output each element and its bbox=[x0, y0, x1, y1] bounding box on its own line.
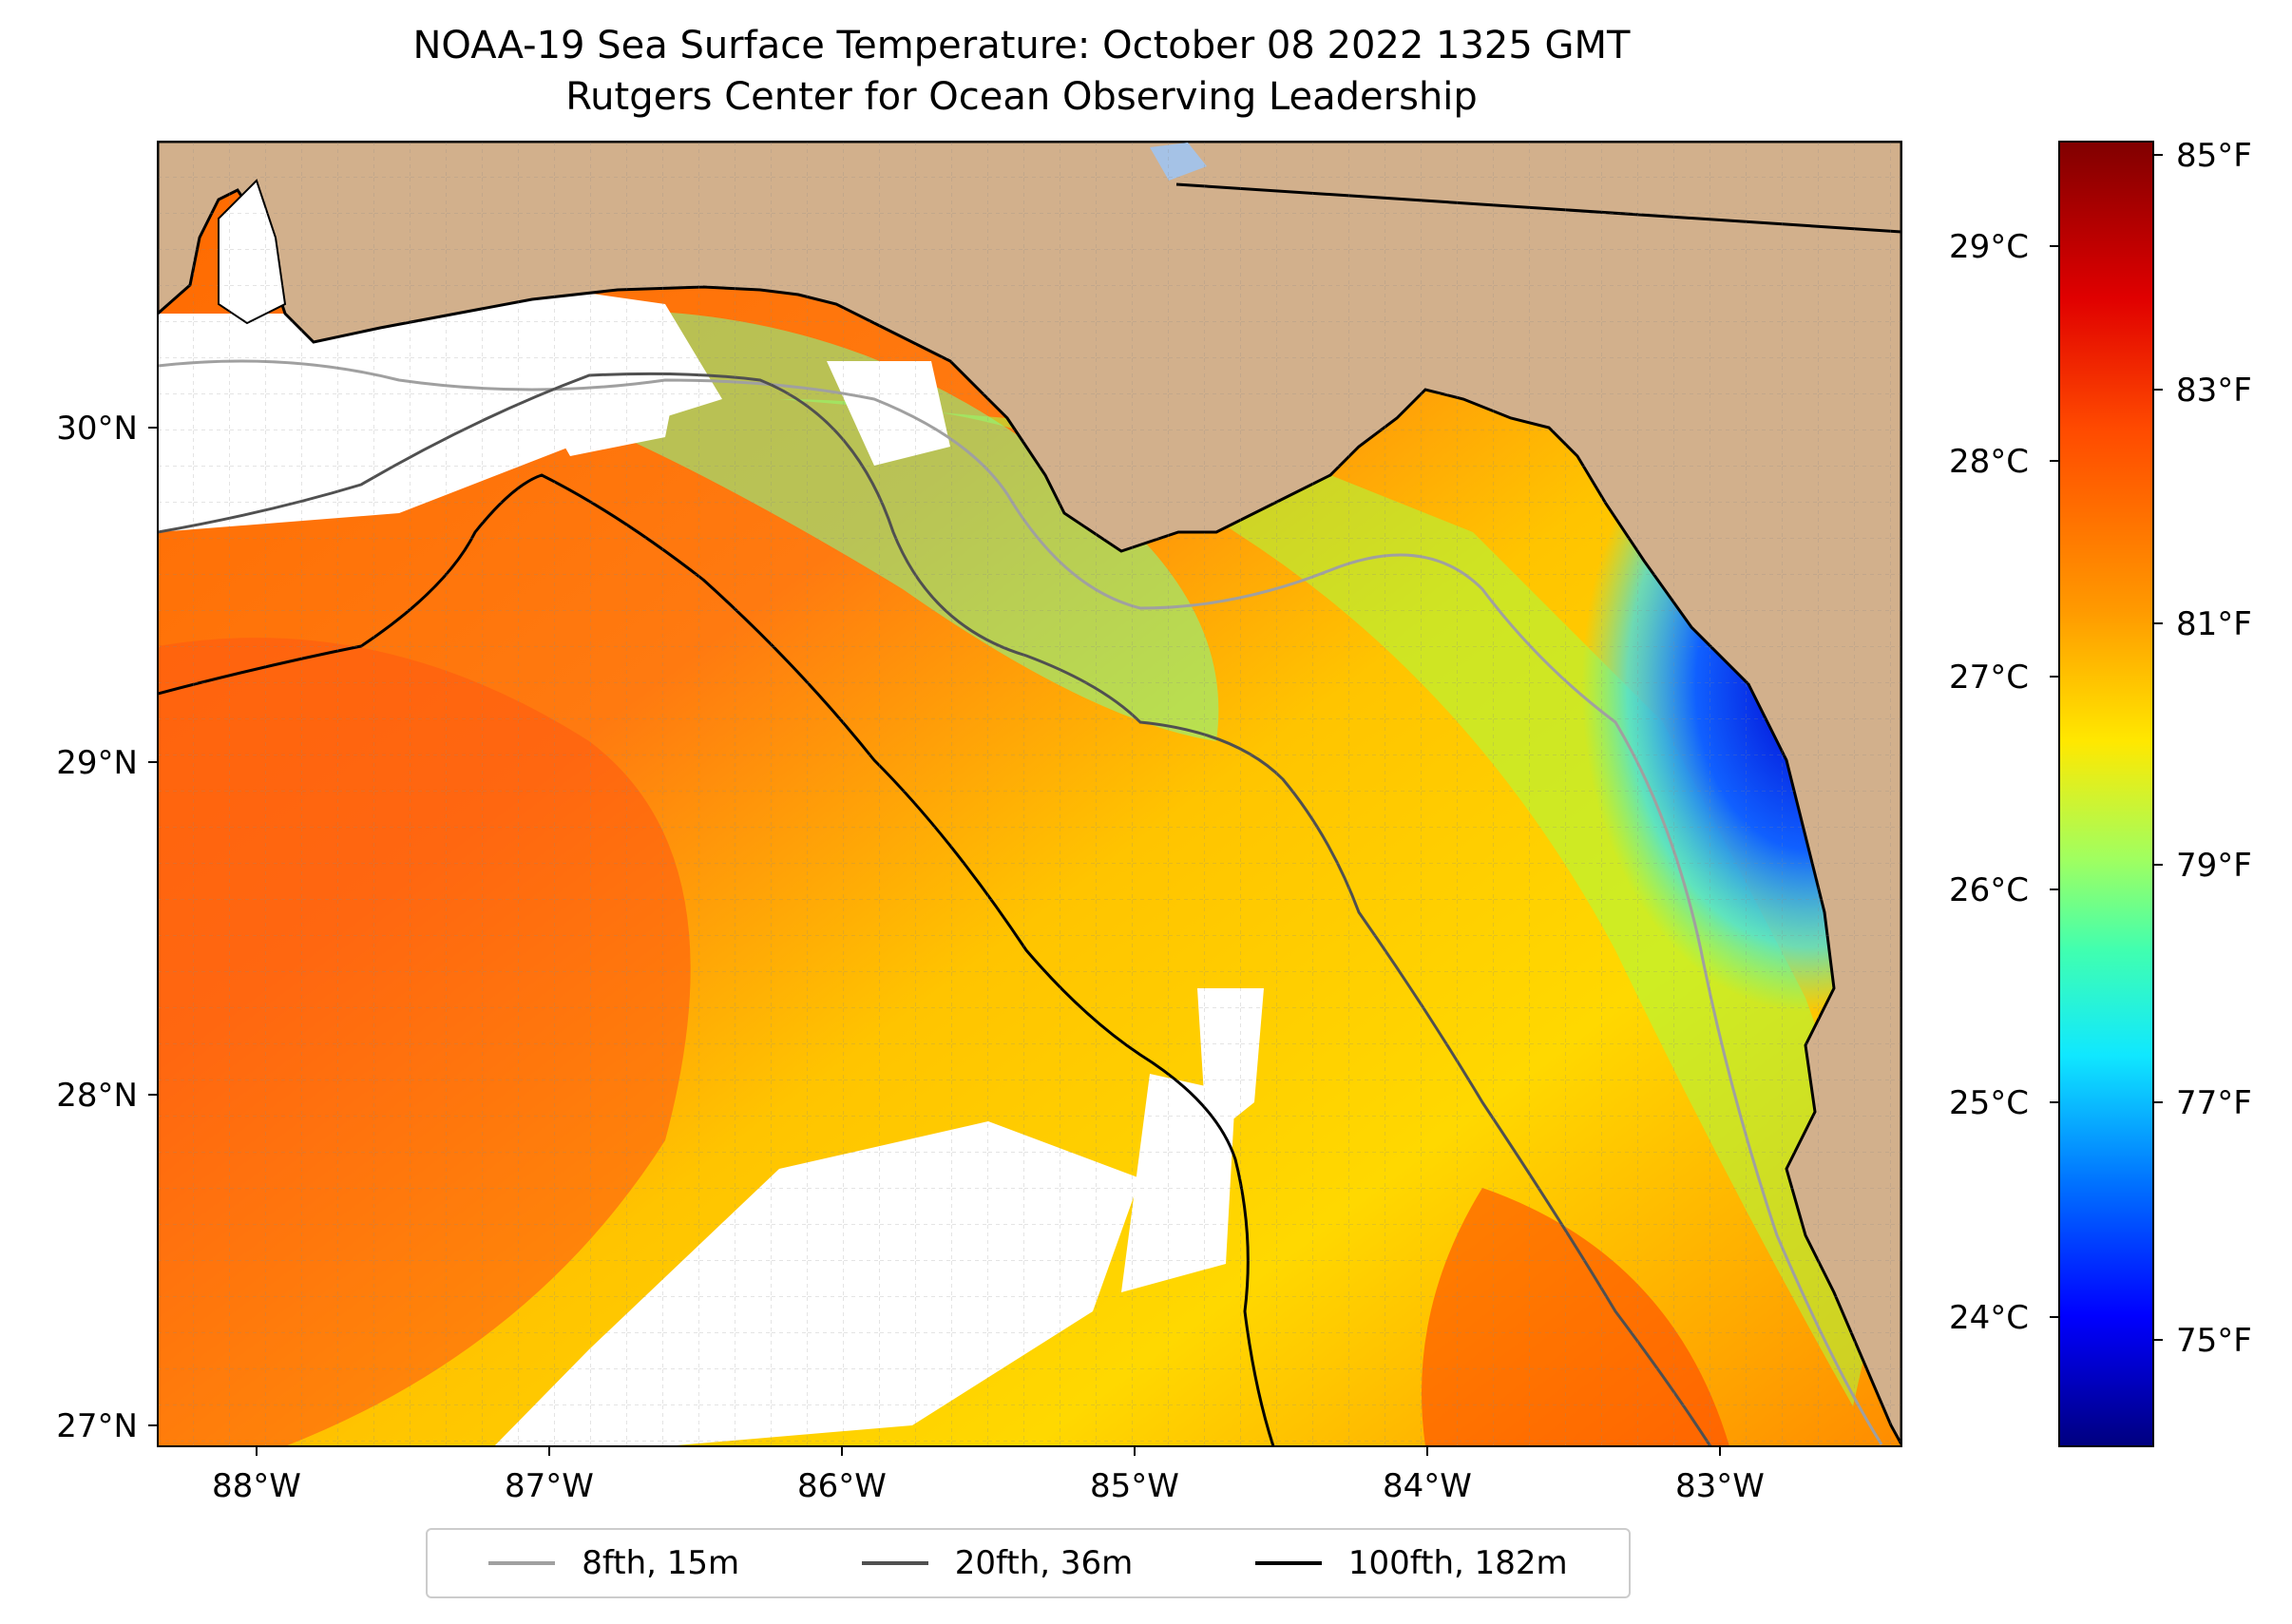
legend-swatch bbox=[488, 1561, 556, 1565]
legend-item-20fth: 20fth, 36m bbox=[861, 1544, 1134, 1582]
map-frame bbox=[157, 141, 1902, 1447]
colorbar-gradient bbox=[2058, 141, 2154, 1447]
lon-tick-label: 86°W bbox=[797, 1467, 887, 1505]
map-subtitle: Rutgers Center for Ocean Observing Leade… bbox=[565, 75, 1478, 119]
lon-tick-label: 88°W bbox=[212, 1467, 301, 1505]
celsius-tick-label: 24°C bbox=[1949, 1299, 2029, 1337]
legend-label: 20fth, 36m bbox=[954, 1544, 1134, 1582]
map-title: NOAA-19 Sea Surface Temperature: October… bbox=[412, 24, 1631, 67]
celsius-tick-label: 28°C bbox=[1949, 443, 2029, 481]
lat-tick-label: 30°N bbox=[56, 410, 138, 448]
legend-swatch bbox=[1254, 1561, 1322, 1565]
celsius-tick-label: 25°C bbox=[1949, 1084, 2029, 1122]
lat-tick-label: 27°N bbox=[56, 1407, 138, 1445]
graticule bbox=[158, 142, 1901, 1446]
lat-axis: 30°N 29°N 28°N 27°N bbox=[56, 410, 158, 1445]
fahrenheit-tick-label: 75°F bbox=[2176, 1322, 2252, 1360]
legend-label: 8fth, 15m bbox=[582, 1544, 740, 1582]
lon-tick-label: 84°W bbox=[1383, 1467, 1472, 1505]
celsius-tick-label: 27°C bbox=[1949, 659, 2029, 697]
lat-tick-label: 28°N bbox=[56, 1077, 138, 1115]
lon-tick-label: 87°W bbox=[505, 1467, 594, 1505]
lat-tick-label: 29°N bbox=[56, 744, 138, 782]
fahrenheit-tick-label: 85°F bbox=[2176, 137, 2252, 175]
legend-swatch bbox=[861, 1561, 928, 1565]
contour-legend: 8fth, 15m 20fth, 36m 100fth, 182m bbox=[426, 1528, 1631, 1598]
fahrenheit-tick-label: 77°F bbox=[2176, 1084, 2252, 1122]
lon-tick-label: 83°W bbox=[1675, 1467, 1765, 1505]
fahrenheit-axis: 85°F 83°F 81°F 79°F 77°F 75°F bbox=[2153, 137, 2252, 1360]
legend-item-100fth: 100fth, 182m bbox=[1254, 1544, 1568, 1582]
fahrenheit-tick-label: 79°F bbox=[2176, 847, 2252, 885]
colorbar: 29°C 28°C 27°C 26°C 25°C 24°C 85°F 83°F … bbox=[1949, 137, 2252, 1447]
celsius-axis: 29°C 28°C 27°C 26°C 25°C 24°C bbox=[1949, 228, 2059, 1337]
lon-axis: 88°W 87°W 86°W 85°W 84°W 83°W bbox=[212, 1446, 1765, 1505]
legend-label: 100fth, 182m bbox=[1347, 1544, 1568, 1582]
legend-item-8fth: 8fth, 15m bbox=[488, 1544, 739, 1582]
fahrenheit-tick-label: 81°F bbox=[2176, 605, 2252, 643]
lon-tick-label: 85°W bbox=[1090, 1467, 1179, 1505]
fahrenheit-tick-label: 83°F bbox=[2176, 372, 2252, 410]
celsius-tick-label: 29°C bbox=[1949, 228, 2029, 266]
celsius-tick-label: 26°C bbox=[1949, 871, 2029, 909]
map-area bbox=[158, 142, 1901, 1446]
